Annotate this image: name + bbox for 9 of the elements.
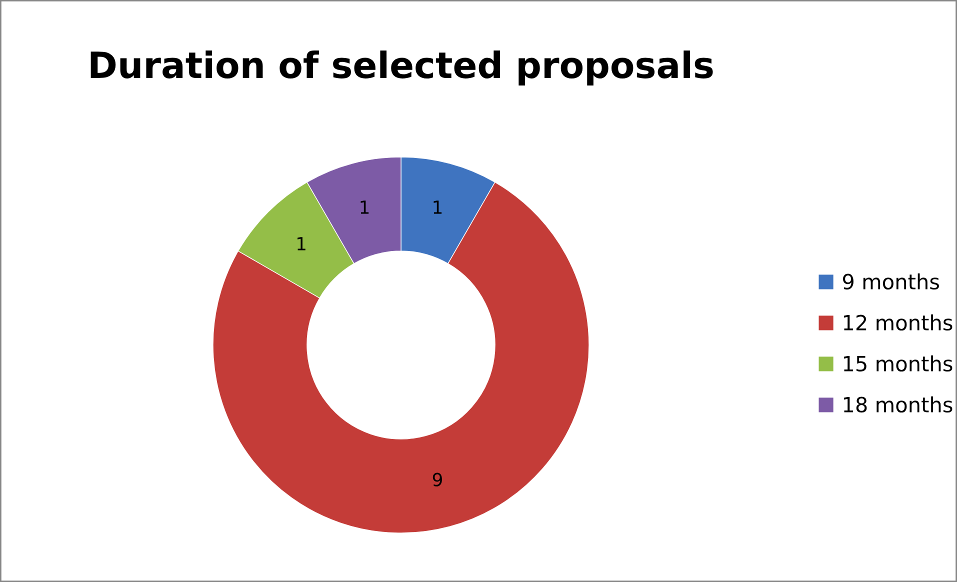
legend-label: 9 months (842, 273, 939, 290)
chart-title: Duration of selected proposals (90, 50, 713, 86)
legend-label: 18 months (844, 396, 952, 413)
data-label: 1 (360, 200, 369, 214)
legend-label: 15 months (844, 355, 952, 372)
data-label: 9 (432, 472, 442, 486)
data-label: 1 (298, 237, 306, 250)
legend-label: 12 months (844, 314, 952, 331)
data-label: 1 (434, 200, 442, 214)
